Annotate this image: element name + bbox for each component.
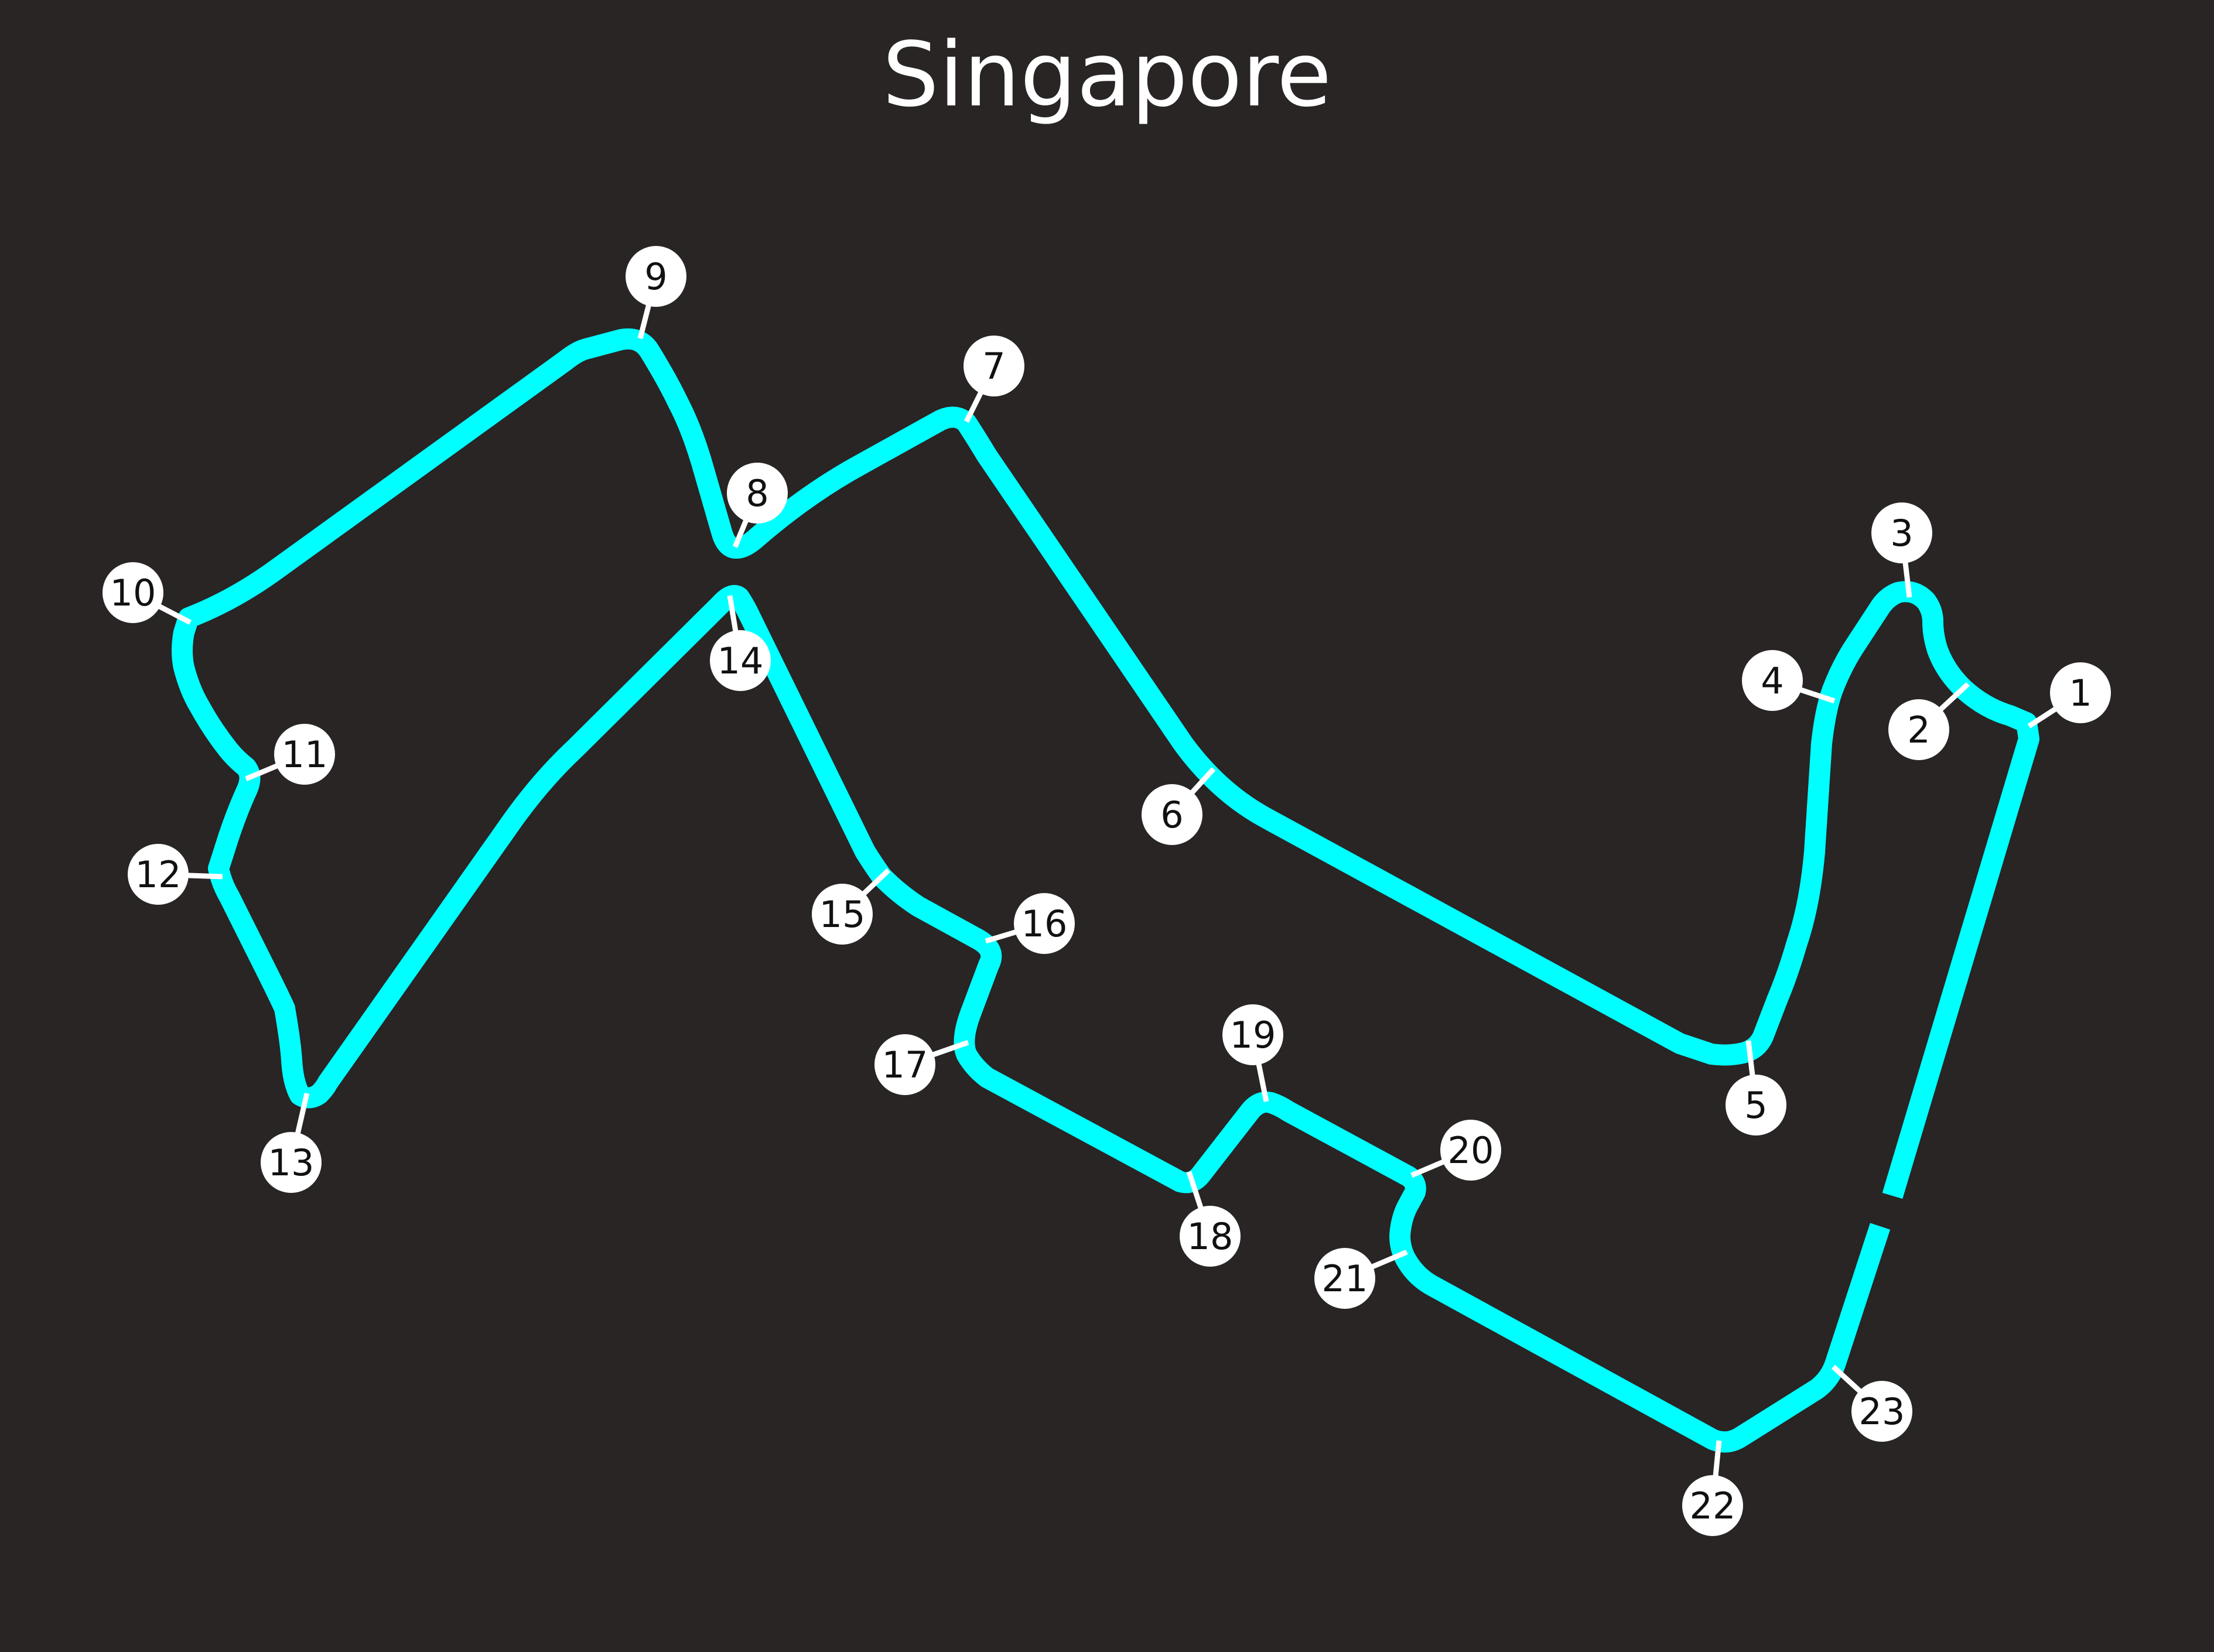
corner-marker-4: 4 xyxy=(1742,650,1836,711)
corner-circle xyxy=(274,724,335,785)
corner-circle xyxy=(1142,784,1202,845)
corner-marker-11: 11 xyxy=(245,724,335,785)
corner-marker-16: 16 xyxy=(985,893,1075,954)
corner-circle xyxy=(1222,1004,1283,1065)
corner-leader-line xyxy=(1831,1364,1863,1394)
corner-number: 10 xyxy=(110,572,156,614)
corner-number: 22 xyxy=(1690,1485,1736,1527)
corner-number: 5 xyxy=(1744,1084,1767,1127)
corner-marker-3: 3 xyxy=(1871,502,1932,598)
corner-marker-7: 7 xyxy=(964,336,1024,423)
corner-number: 11 xyxy=(282,733,328,776)
corner-marker-21: 21 xyxy=(1314,1248,1408,1309)
corner-marker-2: 2 xyxy=(1888,682,1970,760)
map-title: Singapore xyxy=(882,23,1332,126)
corner-circle xyxy=(102,562,163,623)
corner-number: 12 xyxy=(135,853,182,896)
corner-leader-line xyxy=(732,519,749,548)
corner-number: 23 xyxy=(1859,1390,1905,1433)
corner-circle xyxy=(1180,1206,1241,1267)
corner-marker-19: 19 xyxy=(1222,1004,1283,1102)
corner-leader-line xyxy=(1902,562,1912,598)
corner-circle xyxy=(1888,699,1949,760)
corner-leader-line xyxy=(1190,767,1216,795)
corner-circle xyxy=(1851,1381,1912,1442)
corner-marker-10: 10 xyxy=(102,562,192,625)
corner-leader-line xyxy=(2027,706,2058,728)
corner-circle xyxy=(727,463,788,524)
corner-number: 7 xyxy=(982,345,1005,388)
corner-marker-23: 23 xyxy=(1831,1364,1912,1442)
corner-leader-line xyxy=(637,304,652,340)
corner-circle xyxy=(710,630,771,691)
corner-number: 1 xyxy=(2069,672,2092,714)
corner-circle xyxy=(1742,650,1803,711)
track-line xyxy=(172,328,2039,1453)
corner-number: 4 xyxy=(1761,659,1784,702)
corner-leader-line xyxy=(964,391,983,423)
corner-marker-22: 22 xyxy=(1682,1440,1743,1536)
corner-marker-6: 6 xyxy=(1142,767,1216,845)
corner-marker-17: 17 xyxy=(874,1034,969,1095)
corner-circle xyxy=(261,1132,322,1193)
corner-number: 9 xyxy=(644,255,667,298)
corner-number: 15 xyxy=(819,893,866,936)
corner-number: 8 xyxy=(746,472,768,515)
corner-leader-line xyxy=(295,1092,310,1135)
corner-circle xyxy=(1314,1248,1375,1309)
corner-number: 14 xyxy=(718,639,764,682)
corner-marker-13: 13 xyxy=(261,1092,322,1193)
corner-number: 2 xyxy=(1907,709,1930,751)
corner-marker-1: 1 xyxy=(2027,662,2111,728)
corner-marker-5: 5 xyxy=(1726,1040,1786,1135)
corner-circle xyxy=(1682,1475,1743,1536)
corner-circle xyxy=(964,336,1024,396)
corner-marker-18: 18 xyxy=(1180,1171,1241,1267)
corner-number: 21 xyxy=(1322,1257,1368,1300)
corner-leader-line xyxy=(187,873,223,880)
corner-leader-line xyxy=(1186,1171,1204,1209)
corner-leader-line xyxy=(862,868,891,896)
corner-leader-line xyxy=(1745,1040,1755,1076)
corner-marker-15: 15 xyxy=(812,868,891,945)
corner-circle xyxy=(874,1034,935,1095)
corner-marker-20: 20 xyxy=(1410,1120,1501,1181)
corner-leader-line xyxy=(158,604,192,625)
corner-number: 19 xyxy=(1230,1014,1276,1056)
corner-circle xyxy=(128,844,189,905)
corner-leader-line xyxy=(985,929,1017,944)
corner-leader-line xyxy=(245,763,279,782)
corner-leader-line xyxy=(727,595,739,632)
corner-marker-9: 9 xyxy=(626,246,686,340)
corner-leader-line xyxy=(1410,1159,1445,1178)
corner-circle xyxy=(2050,662,2111,723)
corner-number: 16 xyxy=(1021,902,1068,945)
corner-leader-line xyxy=(931,1039,969,1058)
corner-number: 17 xyxy=(882,1044,928,1086)
corner-number: 13 xyxy=(268,1141,315,1184)
corner-marker-12: 12 xyxy=(128,844,223,905)
corner-number: 3 xyxy=(1890,512,1913,555)
corner-circle xyxy=(1014,893,1075,954)
corner-leader-line xyxy=(1799,687,1836,704)
corner-number: 20 xyxy=(1448,1129,1494,1172)
corner-number: 18 xyxy=(1187,1215,1234,1258)
corner-circle xyxy=(1871,502,1932,563)
corner-circle xyxy=(626,246,686,307)
corner-number: 6 xyxy=(1160,793,1183,836)
corner-circle xyxy=(1726,1075,1786,1135)
corner-leader-line xyxy=(1256,1063,1269,1102)
corner-circle xyxy=(812,884,873,945)
corner-marker-8: 8 xyxy=(727,463,788,548)
corner-marker-14: 14 xyxy=(710,595,771,691)
corner-leader-line xyxy=(1938,682,1970,712)
corner-leader-line xyxy=(1371,1249,1408,1270)
corner-circle xyxy=(1440,1120,1501,1181)
corner-leader-line xyxy=(1713,1440,1722,1477)
